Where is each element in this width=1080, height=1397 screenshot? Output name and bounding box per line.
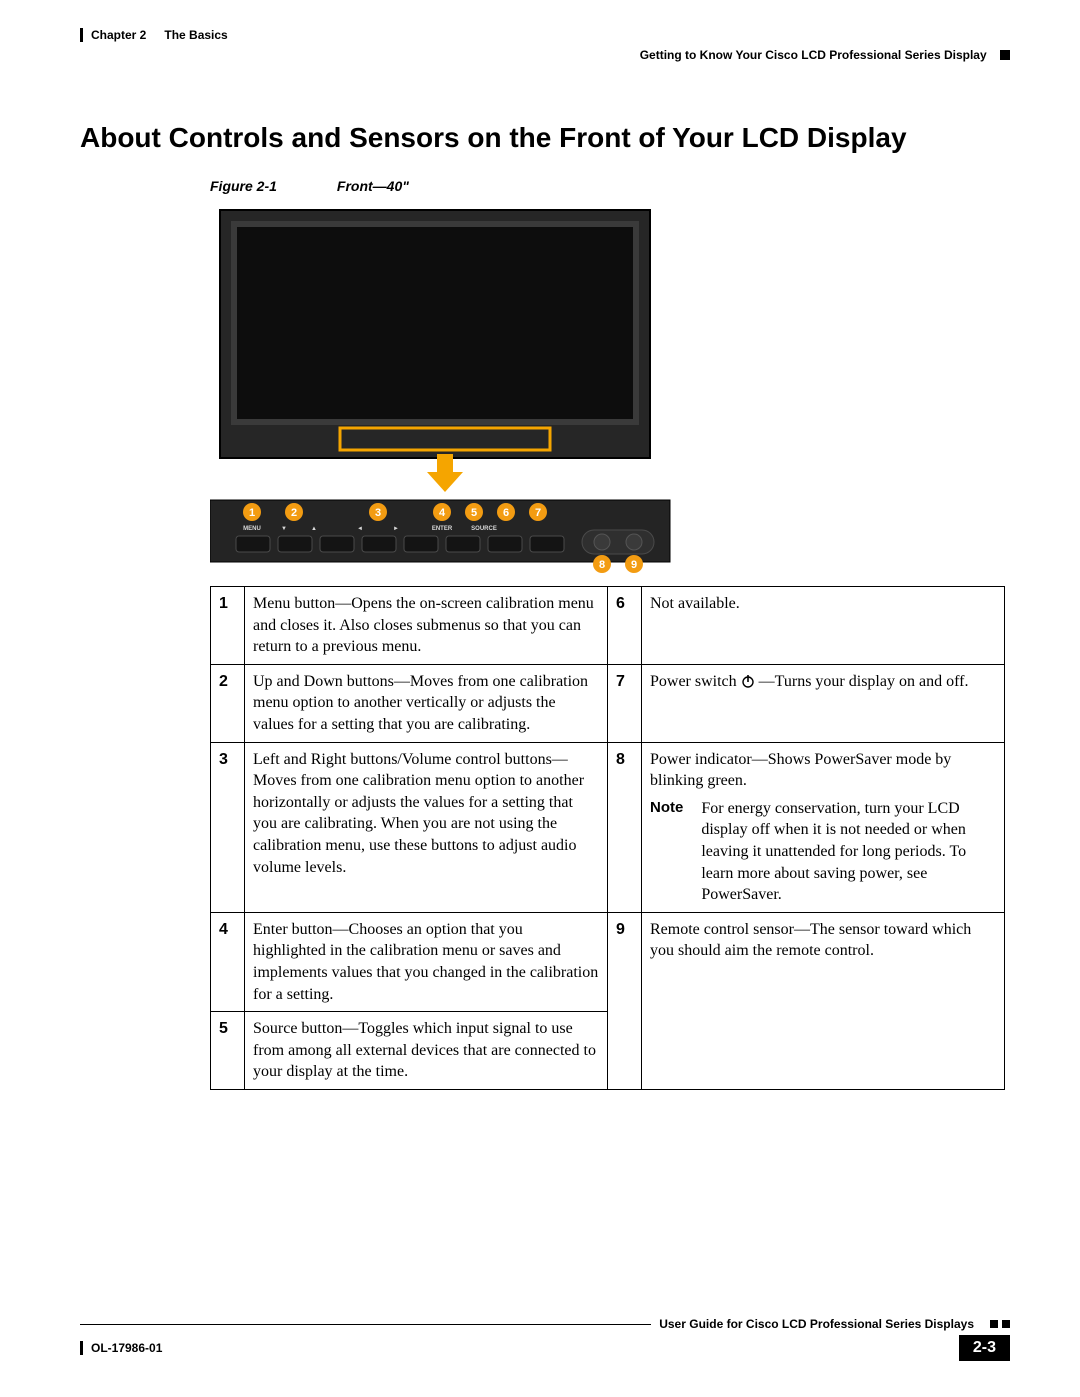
svg-text:MENU: MENU	[243, 526, 261, 532]
row-num-right: 8	[608, 742, 642, 912]
row-text-left: Menu button—Opens the on-screen calibrat…	[245, 587, 608, 665]
table-row: 3Left and Right buttons/Volume control b…	[211, 742, 1005, 912]
row-text-left: Source button—Toggles which input signal…	[245, 1012, 608, 1090]
figure-title: Front—40"	[337, 178, 409, 194]
svg-text:ENTER: ENTER	[432, 526, 453, 532]
footer-row-docid: OL-17986-01 2-3	[80, 1335, 1010, 1361]
svg-text:2: 2	[291, 507, 297, 519]
figure-svg: 1234567MENU▼▲◄►ENTERSOURCE󠀠89	[210, 204, 790, 578]
svg-text:1: 1	[249, 507, 255, 519]
table-row: 2Up and Down buttons—Moves from one cali…	[211, 664, 1005, 742]
svg-text:►: ►	[393, 526, 399, 532]
row-num-right: 7	[608, 664, 642, 742]
table-row: 4Enter button—Chooses an option that you…	[211, 912, 1005, 1011]
svg-text:5: 5	[471, 507, 477, 519]
header-rule-icon	[80, 28, 83, 42]
svg-text:8: 8	[599, 559, 605, 571]
footer-vbar-icon	[80, 1341, 83, 1355]
row-text-right: Power indicator—Shows PowerSaver mode by…	[642, 742, 1005, 912]
row-text-left: Left and Right buttons/Volume control bu…	[245, 742, 608, 912]
controls-table: 1Menu button—Opens the on-screen calibra…	[210, 586, 1005, 1090]
row-num-right: 9	[608, 912, 642, 1089]
footer-dots-icon	[990, 1320, 1010, 1328]
svg-text:◄: ◄	[357, 526, 363, 532]
row-text-left: Up and Down buttons—Moves from one calib…	[245, 664, 608, 742]
power-icon	[741, 674, 755, 688]
row-num-left: 2	[211, 664, 245, 742]
figure-label: Figure 2-1	[210, 178, 277, 194]
svg-text:7: 7	[535, 507, 541, 519]
row-text-right: Power switch —Turns your display on and …	[642, 664, 1005, 742]
note-label: Note	[650, 798, 683, 906]
footer-doc-id: OL-17986-01	[91, 1341, 162, 1355]
svg-text:▼: ▼	[281, 526, 287, 532]
footer-guide-title: User Guide for Cisco LCD Professional Se…	[659, 1317, 974, 1331]
page-header: Chapter 2 The Basics	[80, 28, 1010, 42]
figure: 1234567MENU▼▲◄►ENTERSOURCE󠀠89	[210, 204, 790, 578]
header-sub-text: Getting to Know Your Cisco LCD Professio…	[640, 48, 987, 62]
header-sub: Getting to Know Your Cisco LCD Professio…	[80, 48, 1010, 62]
header-left: Chapter 2 The Basics	[80, 28, 228, 42]
row-num-right: 6	[608, 587, 642, 665]
note-text: For energy conservation, turn your LCD d…	[701, 798, 996, 906]
section-heading: About Controls and Sensors on the Front …	[80, 122, 1010, 154]
row-text-right: Not available.	[642, 587, 1005, 665]
row-text-left: Enter button—Chooses an option that you …	[245, 912, 608, 1011]
page-number: 2-3	[959, 1335, 1010, 1361]
chapter-label: Chapter 2	[91, 28, 146, 42]
chapter-title: The Basics	[164, 28, 227, 42]
svg-text:9: 9	[631, 559, 637, 571]
row-num-left: 5	[211, 1012, 245, 1090]
footer-rule-icon	[80, 1324, 651, 1325]
svg-text:3: 3	[375, 507, 381, 519]
svg-text:6: 6	[503, 507, 509, 519]
footer-row-title: User Guide for Cisco LCD Professional Se…	[80, 1317, 1010, 1331]
row-num-left: 3	[211, 742, 245, 912]
svg-text:SOURCE: SOURCE	[471, 526, 497, 532]
row-num-left: 1	[211, 587, 245, 665]
svg-text:▲: ▲	[311, 526, 317, 532]
table-row: 1Menu button—Opens the on-screen calibra…	[211, 587, 1005, 665]
row-text-right: Remote control sensor—The sensor toward …	[642, 912, 1005, 1089]
header-square-icon	[1000, 50, 1010, 60]
figure-caption: Figure 2-1 Front—40"	[210, 178, 1010, 194]
row-num-left: 4	[211, 912, 245, 1011]
page-footer: User Guide for Cisco LCD Professional Se…	[80, 1317, 1010, 1361]
svg-text:4: 4	[439, 507, 446, 519]
